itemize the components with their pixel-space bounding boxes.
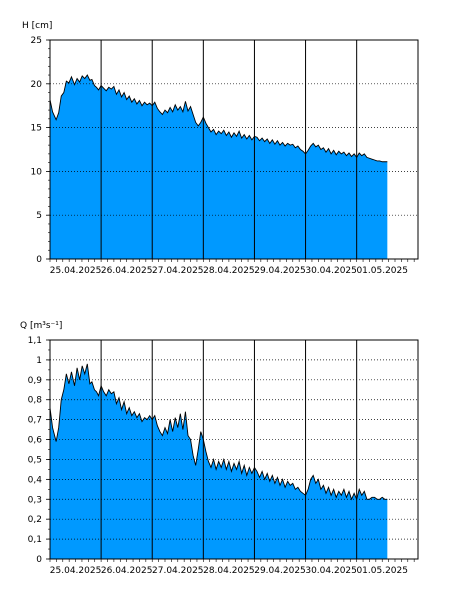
y-tick-label: 5 xyxy=(36,211,42,221)
y-tick-label: 0,7 xyxy=(28,416,42,426)
x-tick-label: 01.05.2025 xyxy=(356,566,408,576)
y-tick-label: 0,1 xyxy=(28,535,42,545)
y-tick-label: 0 xyxy=(36,255,42,265)
plot-frame xyxy=(49,339,419,560)
water-level-chart: H [cm] 0 5 10 15 20 25 25.04.2025 26.04.2025 27.… xyxy=(22,21,419,276)
y-tick-label: 1,1 xyxy=(28,336,42,346)
x-tick-label: 28.04.2025 xyxy=(203,566,255,576)
y-tick-label: 0 xyxy=(36,555,42,565)
y-tick-label: 0,2 xyxy=(28,515,42,525)
y-tick-label: 25 xyxy=(31,36,42,46)
y-tick-label: 20 xyxy=(31,80,43,90)
y-tick-label: 15 xyxy=(31,124,42,134)
y-tick-label: 0,3 xyxy=(28,495,42,505)
discharge-chart: Q [m³s⁻¹] 0 0,1 0,2 0,3 0,4 0,5 0,6 0,7 0,8 0,9 1 1… xyxy=(20,321,419,576)
y-tick-label: 10 xyxy=(31,167,43,177)
plot-frame xyxy=(49,39,419,260)
x-tick-label: 29.04.2025 xyxy=(254,566,306,576)
y-tick-label: 0,8 xyxy=(28,396,43,406)
x-tick-label: 26.04.2025 xyxy=(101,566,153,576)
y-tick-label: 1 xyxy=(36,356,42,366)
series-line xyxy=(49,74,388,163)
x-tick-label: 01.05.2025 xyxy=(356,266,408,276)
series-area xyxy=(50,75,388,259)
x-tick-label: 29.04.2025 xyxy=(254,266,306,276)
x-tick-label: 30.04.2025 xyxy=(305,566,357,576)
y-tick-label: 0,4 xyxy=(28,475,43,485)
y-tick-label: 0,9 xyxy=(28,376,43,386)
x-tick-label: 30.04.2025 xyxy=(305,266,357,276)
x-tick-label: 27.04.2025 xyxy=(152,566,204,576)
x-tick-label: 25.04.2025 xyxy=(50,566,102,576)
x-tick-label: 25.04.2025 xyxy=(50,266,102,276)
y-axis-title: H [cm] xyxy=(22,21,52,31)
x-tick-label: 28.04.2025 xyxy=(203,266,255,276)
y-axis-title: Q [m³s⁻¹] xyxy=(20,321,62,331)
x-tick-label: 27.04.2025 xyxy=(152,266,204,276)
series-line xyxy=(49,363,388,501)
y-tick-label: 0,5 xyxy=(28,455,42,465)
x-tick-label: 26.04.2025 xyxy=(101,266,153,276)
y-tick-label: 0,6 xyxy=(28,436,43,446)
